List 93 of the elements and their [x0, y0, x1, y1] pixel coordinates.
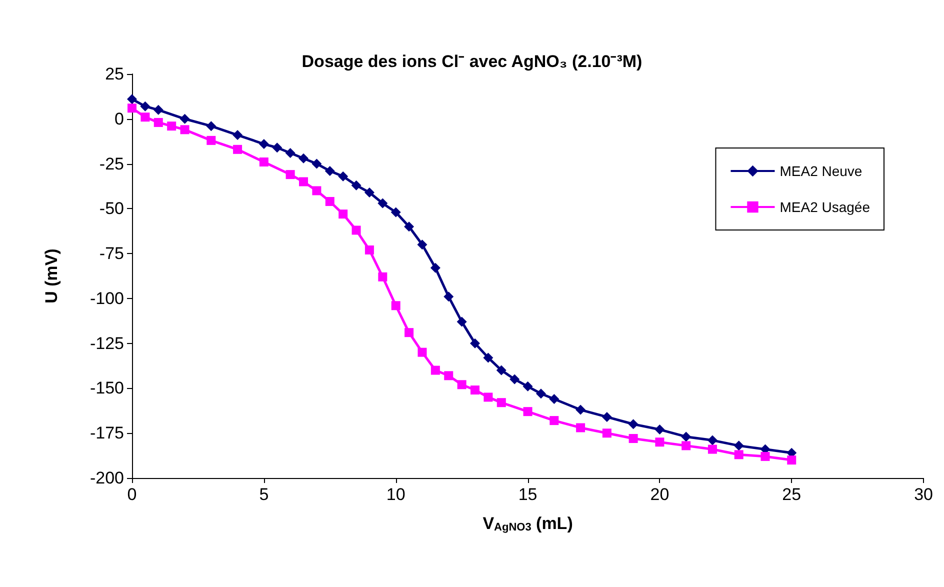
- point: [140, 112, 150, 122]
- point: [378, 198, 388, 208]
- point: [787, 456, 796, 465]
- point: [378, 272, 388, 282]
- point: [324, 166, 335, 176]
- point: [167, 122, 176, 131]
- point: [312, 186, 322, 196]
- point: [272, 142, 282, 153]
- point: [655, 438, 664, 447]
- point: [154, 118, 163, 127]
- point: [206, 121, 216, 132]
- point: [390, 207, 401, 218]
- point: [232, 130, 243, 140]
- point: [140, 101, 150, 112]
- point: [364, 188, 374, 198]
- point: [180, 125, 190, 134]
- point: [444, 292, 454, 302]
- point: [550, 416, 559, 426]
- point: [351, 180, 362, 190]
- point: [233, 144, 242, 154]
- x-tick-label: 25: [782, 485, 802, 504]
- y-tick-label: 0: [114, 109, 124, 128]
- point: [734, 450, 744, 460]
- point: [128, 104, 136, 113]
- point: [496, 398, 506, 408]
- point: [404, 328, 414, 338]
- point: [483, 352, 494, 363]
- point: [338, 210, 348, 219]
- point: [522, 381, 533, 392]
- point: [628, 419, 638, 430]
- legend-label: MEA2 Neuve: [780, 163, 862, 179]
- point: [430, 366, 440, 375]
- x-tick-label: 10: [386, 485, 406, 504]
- point: [352, 226, 361, 235]
- y-tick-label: -50: [99, 199, 124, 218]
- point: [602, 412, 612, 422]
- y-tick-label: 25: [105, 64, 124, 84]
- y-tick-label: -150: [90, 378, 124, 398]
- point: [484, 392, 493, 402]
- point: [470, 386, 480, 395]
- point: [338, 171, 348, 182]
- point: [510, 374, 520, 384]
- y-tick-label: -75: [99, 244, 124, 264]
- point: [299, 177, 308, 186]
- legend-label: MEA2 Usagée: [780, 199, 870, 215]
- point: [312, 158, 322, 169]
- y-tick-label: -25: [99, 154, 124, 174]
- point: [206, 136, 216, 145]
- point: [708, 444, 717, 454]
- point: [457, 380, 466, 390]
- y-axis-title: U (mV): [42, 248, 61, 304]
- point: [628, 434, 638, 443]
- y-tick-label: -100: [90, 288, 124, 308]
- point: [417, 240, 428, 250]
- point: [456, 316, 467, 327]
- point: [654, 424, 665, 435]
- point: [760, 452, 770, 461]
- point: [153, 104, 164, 115]
- x-tick-label: 5: [259, 485, 269, 504]
- point: [576, 423, 586, 432]
- point: [536, 388, 546, 399]
- point: [734, 440, 744, 451]
- x-tick-label: 20: [650, 485, 670, 504]
- point: [430, 262, 440, 273]
- point: [418, 348, 427, 357]
- point: [391, 301, 400, 310]
- point: [258, 139, 269, 150]
- chart-title: Dosage des ions Cl⁻ avec AgNO₃ (2.10⁻³M): [302, 52, 642, 71]
- point: [286, 170, 295, 180]
- point: [127, 94, 137, 104]
- point: [470, 338, 480, 348]
- point: [523, 407, 532, 416]
- point: [496, 365, 506, 376]
- point: [602, 428, 612, 438]
- point: [285, 148, 296, 158]
- point: [180, 114, 190, 124]
- x-tick-label: 0: [127, 485, 137, 504]
- point: [681, 432, 692, 442]
- point: [364, 245, 374, 254]
- point: [298, 153, 308, 164]
- point: [682, 441, 691, 450]
- point: [707, 435, 718, 446]
- y-tick-label: -125: [90, 334, 124, 353]
- y-tick-label: -175: [90, 424, 124, 443]
- point: [259, 157, 268, 166]
- x-tick-label: 15: [518, 485, 538, 504]
- point: [325, 196, 334, 206]
- point: [576, 404, 586, 415]
- y-tick-label: -200: [90, 468, 124, 488]
- point: [549, 394, 560, 404]
- point: [404, 222, 414, 232]
- x-tick-label: 30: [914, 485, 934, 504]
- point: [444, 371, 454, 380]
